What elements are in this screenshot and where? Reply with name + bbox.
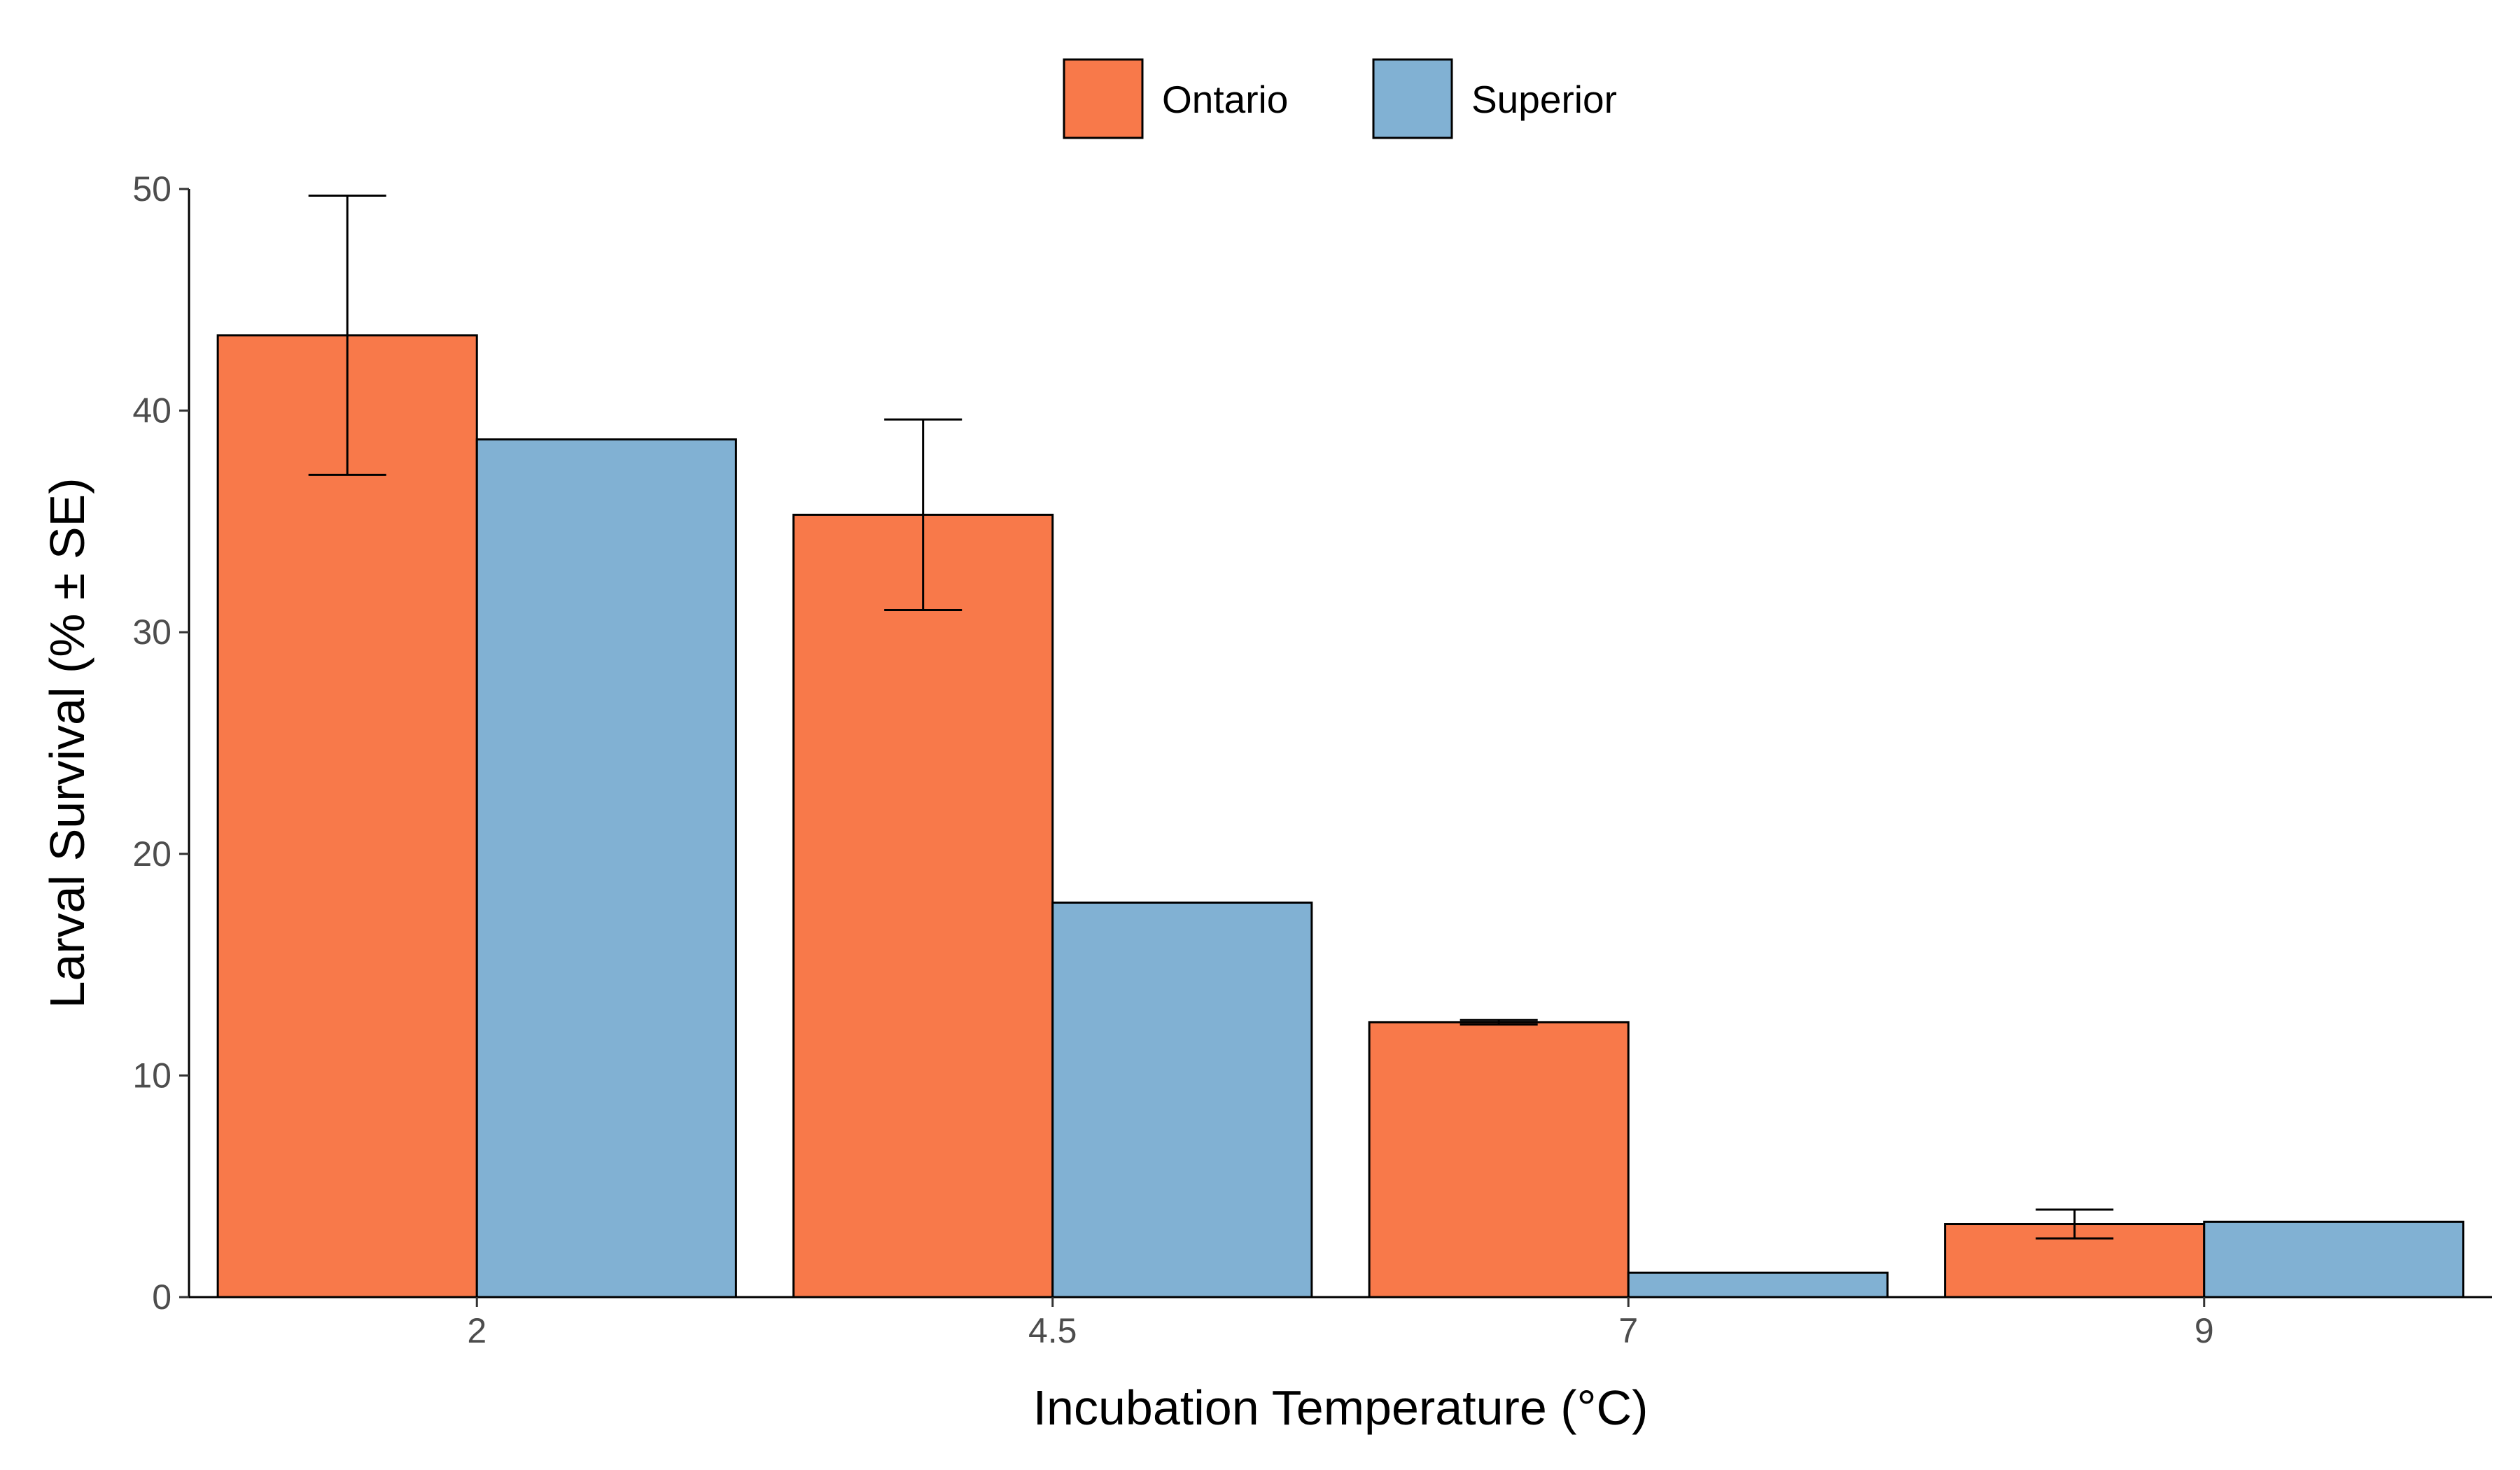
legend-swatch-ontario: [1063, 58, 1144, 139]
error-bars: [308, 194, 2114, 1240]
x-axis: 2 4.5 7 9: [189, 1296, 2492, 1350]
y-tick-label-10: 10: [132, 1056, 172, 1095]
x-tick-label-9: 9: [2194, 1311, 2214, 1350]
y-tick-label-0: 0: [152, 1278, 172, 1317]
error-bar-ontario-9: [2036, 1208, 2114, 1240]
legend-item-superior: Superior: [1372, 58, 1617, 139]
error-bar-ontario-4.5: [884, 418, 962, 612]
y-axis-title: Larval Survival (% ± SE): [40, 477, 94, 1008]
bar-superior-2: [475, 438, 737, 1298]
bar-superior-7: [1627, 1271, 1889, 1298]
legend-item-ontario: Ontario: [1063, 58, 1288, 139]
error-bar-ontario-7: [1460, 1018, 1538, 1026]
legend-label-superior: Superior: [1471, 78, 1617, 121]
y-tick-label-20: 20: [132, 834, 172, 874]
y-axis: 0 10 20 30 40 50: [132, 169, 190, 1317]
bar-ontario-7: [1368, 1021, 1630, 1298]
bar-ontario-4.5: [792, 513, 1054, 1298]
bar-superior-4.5: [1051, 901, 1313, 1298]
bar-ontario-2: [216, 334, 478, 1298]
bar-superior-9: [2203, 1220, 2465, 1298]
x-tick-label-7: 7: [1618, 1311, 1638, 1350]
bars: [216, 334, 2465, 1298]
y-tick-label-30: 30: [132, 612, 172, 652]
x-axis-title: Incubation Temperature (°C): [1033, 1380, 1648, 1435]
x-tick-label-2: 2: [467, 1311, 486, 1350]
legend: Ontario Superior: [1063, 58, 1617, 139]
x-tick-label-4.5: 4.5: [1028, 1311, 1077, 1350]
y-tick-label-50: 50: [132, 169, 172, 209]
legend-label-ontario: Ontario: [1162, 78, 1288, 121]
error-bar-ontario-2: [308, 194, 386, 476]
y-tick-label-40: 40: [132, 391, 172, 430]
legend-swatch-superior: [1372, 58, 1453, 139]
